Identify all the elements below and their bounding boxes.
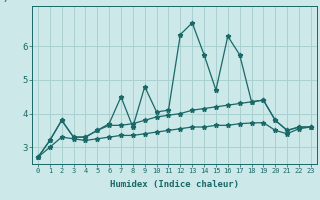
X-axis label: Humidex (Indice chaleur): Humidex (Indice chaleur) xyxy=(110,180,239,189)
Text: /: / xyxy=(4,0,10,3)
